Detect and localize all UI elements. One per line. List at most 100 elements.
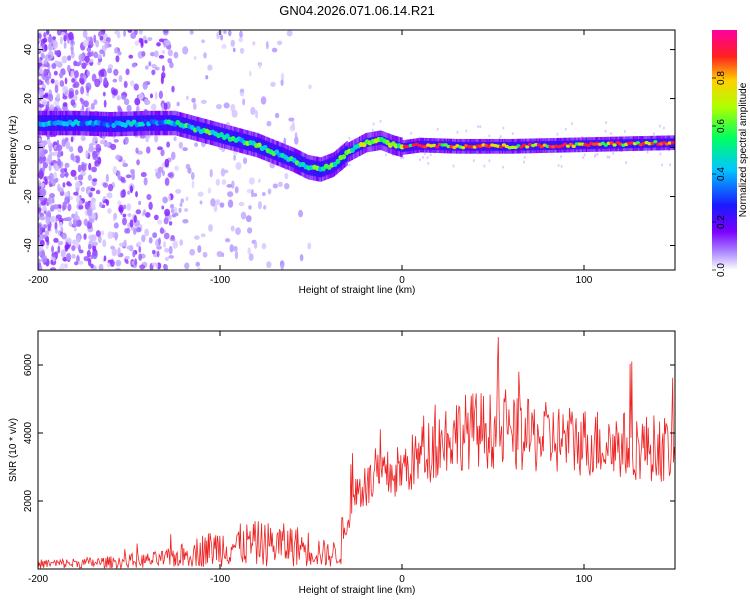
spectrogram-noise-point <box>483 164 486 168</box>
spectrogram-noise-point <box>155 262 159 269</box>
spectrogram-noise-point <box>250 106 256 115</box>
spectrogram-noise-point <box>127 30 133 33</box>
spectrogram-noise-point <box>79 97 83 102</box>
spectrogram-noise-point <box>123 80 128 88</box>
snr-x-tick-label: 100 <box>576 574 593 585</box>
spectrogram-noise-point <box>60 36 63 45</box>
spectrogram-noise-point <box>286 30 293 37</box>
spectrogram-noise-point <box>240 211 247 220</box>
spectrogram-noise-point <box>38 104 45 108</box>
spectrogram-noise-point <box>46 210 52 218</box>
spectrogram-noise-point <box>263 205 267 210</box>
spectrogram-noise-point <box>57 150 61 157</box>
spectrogram-noise-point <box>48 42 53 51</box>
spectrogram-noise-point <box>138 253 143 261</box>
spectrogram-noise-point <box>162 196 168 204</box>
spectrogram-noise-point <box>53 237 59 243</box>
spectrogram-noise-point <box>284 182 290 190</box>
spectrogram-noise-point <box>158 38 165 43</box>
spectrogram-noise-point <box>122 162 129 168</box>
spectrogram-noise-point <box>80 164 87 172</box>
spectrogram-noise-point <box>248 177 255 185</box>
spectrogram-noise-point <box>127 190 131 195</box>
spectrogram-noise-point <box>117 51 122 56</box>
spectrogram-noise-point <box>99 201 103 208</box>
spectrogram-noise-point <box>70 47 74 55</box>
spectrogram-noise-point <box>114 47 118 54</box>
spectrogram-noise-point <box>249 70 252 77</box>
spectrogram-noise-point <box>70 169 77 177</box>
spectrogram-noise-point <box>146 194 152 201</box>
spectrogram-noise-point <box>147 37 153 42</box>
spectrogram-noise-point <box>384 153 387 157</box>
spectrogram-noise-point <box>44 230 50 237</box>
spectrogram-noise-point <box>173 206 178 215</box>
spectrogram-noise-point <box>98 263 104 270</box>
spectrogram-noise-point <box>169 61 174 69</box>
spectrogram-noise-point <box>59 172 65 178</box>
spectrogram-noise-point <box>174 212 179 217</box>
spectrogram-noise-point <box>170 235 175 240</box>
spectrogram-noise-point <box>90 103 95 110</box>
spectrogram-noise-point <box>95 39 100 48</box>
spectrogram-noise-point <box>307 242 312 250</box>
spectrogram-ridge-point <box>350 147 355 153</box>
spectrogram-noise-point <box>121 95 127 101</box>
spectrogram-noise-point <box>111 248 118 257</box>
spectrogram-noise-point <box>67 182 73 187</box>
spectrogram-noise-point <box>90 200 96 209</box>
spectrogram-noise-point <box>209 169 213 178</box>
snr-x-tick-label: 0 <box>399 574 405 585</box>
spectrogram-noise-point <box>94 78 101 88</box>
spectrogram-noise-point <box>58 72 64 78</box>
spectrogram-noise-point <box>193 55 197 61</box>
spectrogram-noise-point <box>115 267 121 270</box>
spectrogram-noise-point <box>78 53 85 62</box>
spectrogram-noise-point <box>423 152 426 156</box>
spectrogram-noise-point <box>93 51 99 59</box>
spectrogram-noise-point <box>179 202 183 207</box>
spectrogram-noise-point <box>669 163 672 167</box>
spectrogram-noise-point <box>133 83 139 91</box>
spectrogram-noise-point <box>239 88 245 93</box>
spectrogram-noise-point <box>564 127 567 131</box>
spectrogram-noise-point <box>223 30 227 35</box>
spectrogram-noise-point <box>66 216 72 222</box>
snr-plot-area <box>38 331 675 569</box>
spectrogram-noise-point <box>191 97 196 103</box>
spectrogram-noise-point <box>426 156 429 160</box>
spectrogram-noise-point <box>64 77 68 85</box>
spectrogram-noise-point <box>92 241 98 247</box>
spectrogram-noise-point <box>59 221 63 229</box>
spectrogram-ridge-point <box>609 141 614 145</box>
spectrogram-noise-point <box>154 91 158 100</box>
spectrogram-noise-point <box>502 165 505 169</box>
spectrogram-noise-point <box>91 73 97 82</box>
spectrogram-noise-point <box>82 30 88 39</box>
spectrogram-noise-point <box>472 159 475 163</box>
spectrogram-noise-point <box>73 215 80 221</box>
spectrogram-noise-point <box>139 134 146 139</box>
spectrogram-noise-point <box>77 174 84 181</box>
spectrogram-noise-point <box>132 250 136 258</box>
spectrogram-noise-point <box>46 80 50 86</box>
spectrogram-ridge-point <box>653 139 658 144</box>
spectrogram-noise-point <box>49 183 53 188</box>
spectrogram-noise-point <box>41 254 48 264</box>
spectrogram-noise-point <box>158 90 164 99</box>
spectrogram-noise-point <box>157 219 163 225</box>
spectrogram-noise-point <box>87 106 91 113</box>
spectrogram-noise-point <box>189 30 194 35</box>
spectrogram-x-tick-label: 100 <box>576 275 593 286</box>
spectrogram-noise-point <box>127 213 132 217</box>
spectrogram-noise-point <box>250 189 254 198</box>
spectrogram-noise-point <box>88 192 93 198</box>
spectrogram-noise-point <box>230 39 235 47</box>
spectrogram-noise-point <box>43 68 48 77</box>
spectrogram-noise-point <box>239 30 243 39</box>
spectrogram-noise-point <box>194 235 200 240</box>
spectrogram-noise-point <box>38 137 43 143</box>
spectrogram-noise-point <box>64 167 68 173</box>
spectrogram-noise-point <box>49 104 55 109</box>
spectrogram-noise-point <box>102 239 107 248</box>
